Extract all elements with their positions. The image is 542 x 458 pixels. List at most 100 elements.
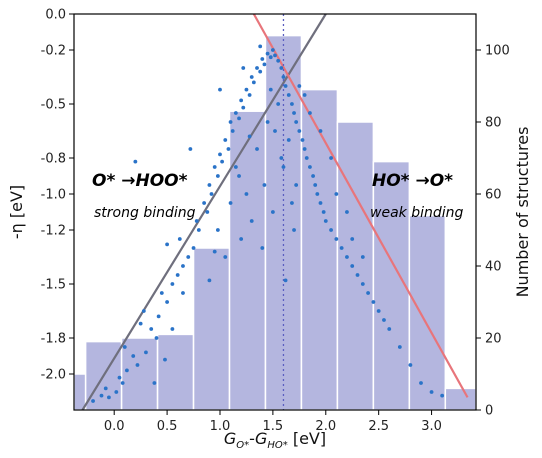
scatter-point-81 bbox=[355, 273, 360, 277]
scatter-point-115 bbox=[360, 255, 365, 259]
scatter-point-133 bbox=[247, 134, 252, 139]
trend-lines bbox=[81, 13, 469, 411]
scatter-points bbox=[91, 44, 445, 403]
scatter-point-94 bbox=[244, 192, 249, 196]
scatter-point-35 bbox=[218, 152, 222, 157]
scatter-point-5 bbox=[103, 386, 108, 391]
scatter-point-50 bbox=[258, 69, 263, 74]
histogram-bar-5 bbox=[228, 110, 267, 411]
y2-tick-label-4: 80 bbox=[485, 116, 502, 131]
scatter-point-15 bbox=[141, 309, 146, 313]
scatter-point-118 bbox=[181, 291, 185, 295]
plot-border bbox=[73, 13, 477, 411]
scatter-point-102 bbox=[249, 219, 254, 223]
histogram-bar-0 bbox=[73, 373, 87, 411]
histogram-bars bbox=[73, 34, 477, 411]
scatter-point-70 bbox=[311, 174, 315, 178]
histogram-bar-8 bbox=[336, 121, 375, 411]
x-tick-label-6: 3.0 bbox=[421, 419, 442, 434]
scatter-point-82 bbox=[360, 282, 365, 286]
y2-tick-label-0: 0 bbox=[485, 404, 493, 419]
y2-tick-label-2: 40 bbox=[485, 260, 502, 275]
scatter-point-52 bbox=[262, 62, 267, 67]
y-axis-ticks: 0.0 -0.2 -0.5 -0.8 -1.0 -1.2 -1.5 -1.8 -2.0 bbox=[41, 8, 74, 383]
scatter-point-91 bbox=[429, 390, 434, 394]
scatter-point-130 bbox=[279, 156, 284, 160]
x-tick-label-0: 0.0 bbox=[104, 419, 125, 434]
scatter-point-7 bbox=[124, 368, 129, 373]
scatter-point-104 bbox=[228, 201, 233, 205]
histogram-bar-9 bbox=[372, 160, 411, 411]
y-tick-label-4: -1.0 bbox=[41, 188, 66, 203]
scatter-point-58 bbox=[279, 66, 284, 70]
scatter-point-128 bbox=[268, 87, 273, 92]
scatter-point-74 bbox=[321, 210, 326, 214]
scatter-point-29 bbox=[202, 201, 207, 205]
scatter-point-123 bbox=[207, 278, 212, 283]
x-tick-label-4: 2.0 bbox=[315, 419, 336, 434]
scatter-point-111 bbox=[329, 156, 333, 160]
annotation-right-reaction: HO* →O* bbox=[372, 171, 453, 191]
y-tick-label-2: -0.5 bbox=[41, 98, 66, 113]
scatter-point-88 bbox=[397, 345, 402, 349]
y2-tick-label-3: 60 bbox=[485, 188, 502, 203]
scatter-point-11 bbox=[138, 321, 143, 326]
scatter-point-44 bbox=[241, 105, 246, 110]
scatter-point-126 bbox=[241, 66, 246, 70]
scatter-point-31 bbox=[207, 183, 212, 187]
scatter-point-10 bbox=[135, 363, 140, 367]
scatter-point-19 bbox=[170, 282, 175, 286]
scatter-point-25 bbox=[177, 237, 182, 241]
scatter-point-77 bbox=[334, 237, 339, 241]
scatter-point-56 bbox=[273, 53, 277, 58]
annotation-left-reaction: O* →HOO* bbox=[92, 171, 188, 191]
scatter-point-8 bbox=[131, 354, 136, 358]
scatter-point-103 bbox=[239, 237, 244, 241]
scatter-point-122 bbox=[302, 93, 307, 97]
y-tick-label-8: -2.0 bbox=[41, 368, 66, 383]
scatter-point-135 bbox=[290, 201, 294, 205]
y2-axis-label: Number of structures bbox=[513, 127, 532, 298]
scatter-point-55 bbox=[270, 48, 275, 52]
x-label-sub2: HO* bbox=[267, 440, 287, 451]
scatter-point-134 bbox=[212, 249, 217, 254]
scatter-point-61 bbox=[286, 93, 291, 97]
y2-tick-label-5: 100 bbox=[485, 44, 510, 59]
scatter-point-101 bbox=[260, 246, 265, 250]
scatter-point-26 bbox=[191, 246, 196, 250]
histogram-bar-3 bbox=[156, 333, 195, 411]
scatter-point-68 bbox=[304, 156, 309, 160]
scatter-point-62 bbox=[290, 102, 294, 106]
scatter-point-66 bbox=[300, 138, 305, 142]
scatter-point-114 bbox=[350, 237, 355, 241]
scatter-point-131 bbox=[262, 183, 267, 187]
x-tick-label-2: 1.0 bbox=[210, 419, 231, 434]
scatter-point-76 bbox=[329, 228, 333, 232]
scatter-point-79 bbox=[345, 255, 349, 259]
scatter-point-0 bbox=[91, 399, 95, 403]
scatter-point-112 bbox=[334, 192, 339, 196]
scatter-point-97 bbox=[276, 102, 281, 106]
scatter-point-59 bbox=[281, 75, 286, 79]
scatter-point-51 bbox=[260, 57, 265, 61]
scatter-point-108 bbox=[297, 84, 302, 88]
scatter-point-32 bbox=[209, 192, 214, 196]
scatter-point-73 bbox=[318, 201, 323, 205]
scatter-point-36 bbox=[220, 159, 225, 164]
scatter-point-116 bbox=[218, 87, 222, 92]
scatter-point-90 bbox=[419, 381, 423, 385]
scatter-point-119 bbox=[170, 327, 175, 331]
x-tick-label-5: 2.5 bbox=[368, 419, 389, 434]
y-axis-label: -η [eV] bbox=[7, 185, 26, 239]
scatter-point-49 bbox=[255, 66, 259, 70]
y2-axis-ticks: 0 20 40 60 80 100 bbox=[476, 44, 510, 419]
scatter-point-69 bbox=[308, 165, 312, 169]
scatter-point-3 bbox=[114, 390, 119, 394]
x-label-g2: G bbox=[255, 429, 267, 448]
scatter-point-65 bbox=[297, 129, 302, 133]
x-label-dash: - bbox=[249, 429, 255, 448]
scatter-point-9 bbox=[122, 345, 127, 349]
scatter-point-84 bbox=[371, 300, 376, 304]
scatter-point-37 bbox=[223, 138, 228, 142]
histogram-bar-11 bbox=[444, 387, 477, 411]
